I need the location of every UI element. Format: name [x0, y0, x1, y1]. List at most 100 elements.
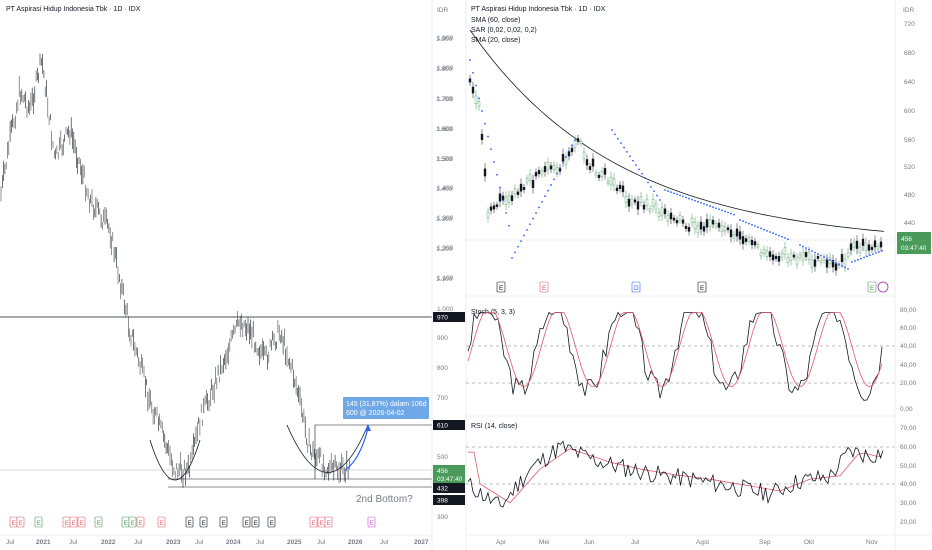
second-bottom-arc: [286, 424, 369, 473]
candle-body: [477, 101, 481, 107]
candle-body: [669, 212, 673, 220]
event-badge: [867, 281, 877, 293]
candle-body: [507, 195, 511, 203]
sar-dot: [620, 142, 622, 145]
projection-box[interactable]: [343, 397, 429, 419]
sar-dot: [832, 260, 834, 263]
candle-body: [729, 229, 733, 238]
sar-dot: [781, 235, 783, 238]
candle-body: [735, 228, 739, 237]
candle-body: [738, 231, 742, 240]
sar-dot: [766, 229, 768, 232]
candle-body: [576, 138, 580, 142]
event-badge: [16, 516, 25, 528]
sar-dot: [535, 212, 537, 214]
sar-dot: [529, 223, 531, 226]
right-chart-panel[interactable]: PT Aspirasi Hidup Indonesia Tbk · 1D · I…: [465, 0, 932, 550]
left-y-tick: 800: [437, 365, 448, 372]
left-y-tick: 1.200: [437, 245, 454, 252]
sar-dot: [469, 59, 471, 61]
candle-body: [813, 259, 817, 267]
event-badge: [77, 516, 86, 528]
right-price-value: 456: [901, 236, 912, 243]
candle-body: [798, 254, 802, 259]
sar-dot: [823, 256, 825, 258]
candle-body: [573, 140, 577, 148]
event-badge: [157, 516, 166, 528]
left-y-tick: 500: [437, 454, 448, 461]
candle-body: [732, 234, 736, 239]
event-badge: [69, 516, 78, 528]
left-chart-panel[interactable]: PT Aspirasi Hidup Indonesia Tbk · 1D · I…: [0, 0, 432, 546]
candle-body: [810, 259, 814, 268]
candle-body: [588, 166, 592, 170]
candle-body: [675, 220, 679, 224]
sar-dot: [514, 251, 516, 254]
right-y-tick: 680: [904, 50, 915, 57]
candle-body: [630, 198, 634, 205]
event-badge-label: E: [131, 521, 135, 527]
rsi-y-tick: 40,00: [900, 481, 917, 488]
event-badge-label: E: [327, 521, 331, 527]
right-secondary-axis: 1.900 1.800 1.700 1.600 1.500 1.400 1.300 1.200…: [436, 36, 453, 283]
sar-dot: [733, 213, 735, 216]
sar-dot: [748, 222, 750, 225]
right-x-tick: Nov: [866, 539, 878, 546]
stoch-d-line: [467, 312, 883, 388]
sar-dot: [763, 228, 765, 231]
candle-body: [627, 198, 631, 207]
candle-body: [789, 253, 793, 261]
sar-dot: [784, 237, 786, 239]
candle-body: [534, 172, 538, 177]
sar-dot: [562, 161, 564, 164]
sar-dot: [629, 155, 631, 158]
sar-dot: [659, 199, 661, 201]
candle-body: [819, 259, 823, 263]
right-left-tick: 1.900: [436, 36, 453, 43]
left-price-axis[interactable]: IDR 1.9001.8001.7001.6001.5001.4001.3001…: [431, 0, 466, 550]
event-badge-label: E: [370, 521, 374, 527]
sar-dot: [475, 84, 477, 87]
candle-body: [849, 243, 853, 251]
sar-dot: [694, 199, 696, 202]
sar-dot: [869, 254, 871, 257]
sar-dot: [565, 155, 567, 158]
sar-dot: [808, 248, 810, 251]
right-y-tick: 520: [904, 164, 915, 171]
candle-body: [633, 199, 637, 203]
candle-body: [603, 168, 607, 175]
sar-dot: [829, 259, 831, 261]
left-y-tick: 1.000: [437, 306, 454, 313]
candle-body: [741, 236, 745, 245]
sar-dot: [742, 220, 744, 223]
event-badge: [199, 516, 208, 528]
right-left-tick: 1.700: [436, 96, 453, 103]
right-left-tick: 1.600: [436, 126, 453, 133]
price-label-timer: 03:47:40: [437, 476, 463, 483]
projection-arrowhead: [365, 424, 371, 431]
right-y-tick: 600: [904, 108, 915, 115]
candle-body: [762, 249, 766, 254]
right-price-series: [468, 74, 883, 276]
candle-body: [786, 257, 790, 263]
candle-body: [636, 201, 640, 210]
left-x-tick: Jul: [6, 539, 15, 546]
left-x-tick: Jul: [380, 539, 389, 546]
candle-body: [861, 238, 865, 246]
lightning-icon: [877, 281, 889, 293]
second-bottom-annotation: 2nd Bottom?: [356, 494, 413, 505]
event-badge-label: D: [634, 285, 639, 292]
candle-body: [726, 227, 730, 231]
projection-subtext: 600 @ 2026-04-02: [346, 410, 405, 417]
candle-body: [864, 242, 868, 252]
sar-dot: [487, 135, 489, 138]
left-x-tick: 2023: [166, 539, 181, 546]
candle-body: [528, 174, 532, 181]
candle-body: [612, 178, 616, 186]
right-price-axis[interactable]: IDR 720680640600560520480440400 80,0040,…: [894, 0, 931, 550]
candle-body: [780, 253, 784, 258]
sar-dot: [863, 256, 865, 259]
